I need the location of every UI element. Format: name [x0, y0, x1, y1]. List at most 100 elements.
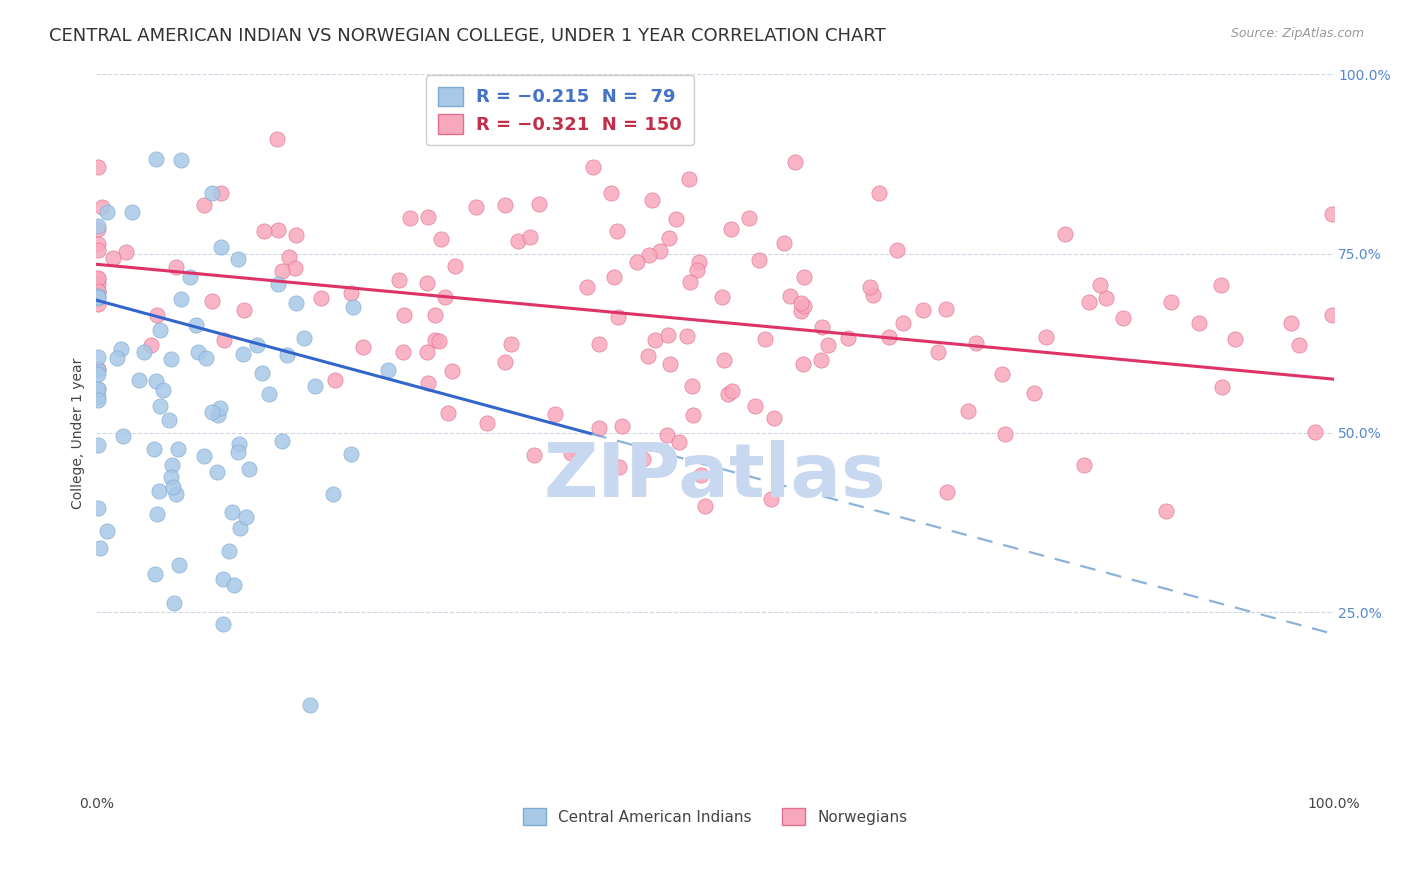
Point [689, 467, 711, 482]
Point [86, 296, 108, 310]
Point [246, 337, 269, 351]
Point [86, 272, 108, 286]
Point [276, 349, 298, 363]
Point [86, 438, 108, 452]
Point [437, 406, 460, 420]
Point [86, 390, 108, 404]
Point [668, 435, 690, 450]
Point [250, 366, 273, 380]
Point [398, 211, 420, 226]
Point [143, 442, 166, 456]
Point [292, 331, 315, 345]
Point [529, 197, 551, 211]
Point [523, 112, 546, 127]
Point [187, 345, 209, 359]
Point [86, 350, 108, 364]
Point [352, 340, 374, 354]
Point [391, 345, 413, 359]
Point [1095, 291, 1118, 305]
Point [128, 373, 150, 387]
Point [544, 408, 567, 422]
Point [685, 263, 707, 277]
Point [626, 254, 648, 268]
Point [519, 229, 541, 244]
Point [523, 448, 546, 462]
Point [720, 222, 742, 236]
Point [810, 320, 832, 334]
Point [682, 408, 704, 422]
Point [868, 186, 890, 200]
Point [675, 329, 697, 343]
Point [105, 351, 128, 365]
Point [416, 210, 439, 224]
Point [86, 368, 108, 382]
Point [1035, 330, 1057, 344]
Point [91, 200, 114, 214]
Point [340, 285, 363, 300]
Point [657, 427, 679, 442]
Point [1303, 425, 1326, 439]
Point [86, 277, 108, 292]
Point [679, 275, 702, 289]
Point [738, 211, 761, 225]
Point [748, 253, 770, 268]
Point [167, 558, 190, 572]
Point [416, 376, 439, 391]
Point [209, 186, 232, 201]
Point [145, 566, 167, 581]
Point [86, 219, 108, 233]
Point [322, 487, 344, 501]
Point [195, 351, 218, 365]
Point [588, 337, 610, 351]
Point [298, 698, 321, 713]
Point [1088, 277, 1111, 292]
Point [641, 194, 664, 208]
Point [141, 337, 163, 351]
Point [1322, 308, 1344, 322]
Point [1112, 311, 1135, 326]
Point [304, 379, 326, 393]
Point [1160, 294, 1182, 309]
Point [506, 235, 529, 249]
Point [761, 492, 783, 507]
Point [160, 470, 183, 484]
Point [86, 284, 108, 298]
Point [603, 270, 626, 285]
Point [212, 617, 235, 632]
Point [423, 333, 446, 347]
Point [664, 212, 686, 227]
Point [165, 487, 187, 501]
Point [1154, 504, 1177, 518]
Point [86, 289, 108, 303]
Point [1288, 338, 1310, 352]
Point [392, 308, 415, 322]
Point [658, 231, 681, 245]
Point [149, 323, 172, 337]
Y-axis label: College, Under 1 year: College, Under 1 year [72, 358, 86, 508]
Point [754, 332, 776, 346]
Point [792, 357, 814, 371]
Point [207, 408, 229, 422]
Point [209, 401, 232, 415]
Point [688, 254, 710, 268]
Point [886, 243, 908, 257]
Point [86, 363, 108, 377]
Text: CENTRAL AMERICAN INDIAN VS NORWEGIAN COLLEGE, UNDER 1 YEAR CORRELATION CHART: CENTRAL AMERICAN INDIAN VS NORWEGIAN COL… [49, 27, 886, 45]
Point [238, 462, 260, 476]
Point [877, 329, 900, 343]
Point [266, 131, 288, 145]
Point [475, 417, 498, 431]
Point [610, 419, 633, 434]
Point [170, 292, 193, 306]
Point [235, 510, 257, 524]
Point [218, 544, 240, 558]
Point [160, 458, 183, 472]
Point [1279, 316, 1302, 330]
Point [416, 345, 439, 359]
Point [86, 362, 108, 376]
Point [179, 269, 201, 284]
Point [607, 459, 630, 474]
Point [86, 500, 108, 515]
Point [342, 300, 364, 314]
Point [912, 302, 935, 317]
